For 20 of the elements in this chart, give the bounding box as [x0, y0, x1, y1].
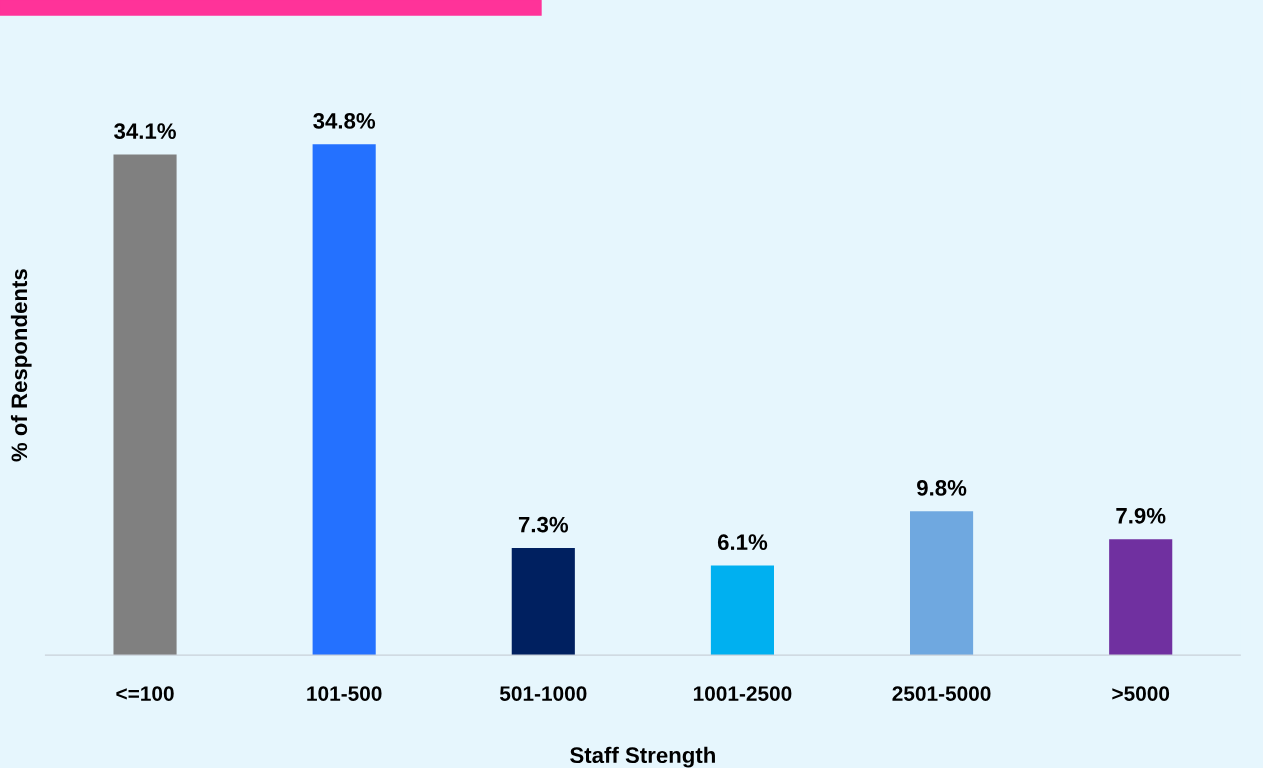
y-axis-title: % of Respondents: [10, 269, 32, 462]
bar: [113, 154, 177, 656]
data-label: 34.8%: [313, 112, 376, 129]
data-label: 7.3%: [518, 516, 569, 533]
x-tick-label: <=100: [116, 686, 174, 701]
data-label: 34.1%: [114, 123, 176, 140]
bar: [312, 144, 376, 656]
bar: [710, 565, 774, 656]
x-tick-label: 2501-5000: [892, 686, 991, 701]
x-axis-title: Staff Strength: [570, 746, 715, 768]
x-tick-label: 501-1000: [499, 686, 587, 701]
x-tick-label: 1001-2500: [693, 686, 792, 701]
bar: [910, 511, 974, 656]
data-label: 6.1%: [717, 534, 768, 551]
x-tick-label: >5000: [1112, 686, 1170, 701]
data-label: 7.9%: [1116, 507, 1166, 524]
bar: [511, 547, 575, 656]
data-label: 9.8%: [917, 480, 967, 496]
x-tick-label: 101-500: [307, 686, 382, 701]
bar: [1109, 539, 1173, 656]
